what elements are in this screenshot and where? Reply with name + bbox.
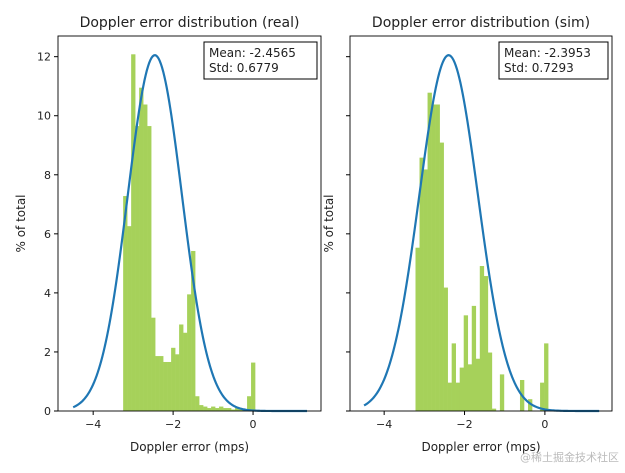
histogram-bar <box>467 364 473 411</box>
histogram-bar <box>123 196 128 411</box>
x-tick-label: −4 <box>376 418 392 431</box>
y-axis-label: % of total <box>14 194 28 252</box>
histogram-bar <box>167 361 172 411</box>
stats-text: Std: 0.6779 <box>209 61 279 75</box>
histogram-bar <box>211 406 216 411</box>
histogram-bar <box>159 356 164 411</box>
histogram-bar <box>143 104 148 411</box>
histogram-bar <box>544 343 549 411</box>
x-tick-label: 0 <box>250 418 257 431</box>
y-tick-label: 8 <box>44 169 51 182</box>
stats-text: Mean: -2.4565 <box>209 46 296 60</box>
histogram-bar <box>251 362 256 411</box>
histogram-bar <box>223 408 228 411</box>
y-tick-label: 12 <box>37 51 51 64</box>
histogram-bar <box>499 374 505 411</box>
histogram-bar <box>171 347 176 411</box>
histogram-bar <box>431 104 436 411</box>
stats-text: Std: 0.7293 <box>504 61 574 75</box>
subplot-sim: −4 −2 0 Doppler error distribution (sim) Dop… <box>322 15 613 454</box>
histogram-bar <box>443 287 448 411</box>
histogram-bar <box>147 126 152 411</box>
histogram-bar <box>151 317 156 411</box>
histogram-bar <box>195 396 200 411</box>
x-tick-label: 0 <box>541 418 548 431</box>
histogram-bar <box>419 157 424 411</box>
histogram-bar <box>483 276 489 411</box>
histogram-bar <box>219 406 224 411</box>
histogram-bar <box>423 169 428 411</box>
y-tick-label: 6 <box>44 228 51 241</box>
stats-box <box>203 41 318 80</box>
y-tick-label: 0 <box>44 405 51 418</box>
histogram-bar <box>471 305 477 411</box>
histogram-bar <box>135 126 140 411</box>
histogram-bar <box>207 408 212 411</box>
histogram-bar <box>415 247 420 411</box>
watermark: @稀土掘金技术社区 <box>520 451 619 464</box>
histogram-bar <box>155 356 160 411</box>
histogram-bar <box>247 396 252 411</box>
x-tick-label: −2 <box>456 418 472 431</box>
x-axis-label: Doppler error (mps) <box>421 440 540 454</box>
axes-frame <box>57 35 322 412</box>
histogram-bar <box>491 408 497 411</box>
histogram-bar <box>203 406 208 411</box>
histogram-bar <box>439 142 444 411</box>
histogram-bar <box>231 409 236 411</box>
x-axis-label: Doppler error (mps) <box>130 440 249 454</box>
histogram-bar <box>191 250 196 411</box>
histogram-bar <box>427 92 432 411</box>
histogram-bar <box>455 382 461 411</box>
y-tick-label: 2 <box>44 346 51 359</box>
y-tick-label: 10 <box>37 110 51 123</box>
histogram-bar <box>183 332 188 411</box>
histogram-bar <box>163 361 168 411</box>
histogram-bar <box>131 54 136 411</box>
stats-box <box>498 41 609 80</box>
histogram-bar <box>187 294 192 411</box>
axes-frame <box>349 35 613 412</box>
histogram-bar <box>179 324 184 411</box>
subplot-real: −4 −2 0 0 2 4 6 8 10 12 Doppler error distribution… <box>14 15 322 454</box>
chart-title: Doppler error distribution (real) <box>80 15 300 31</box>
histogram-bar <box>451 343 456 411</box>
histogram-bar <box>175 354 180 411</box>
histogram-bar <box>540 382 545 411</box>
histogram-bar <box>463 315 469 411</box>
histogram-bar <box>199 405 204 411</box>
x-tick-label: −4 <box>85 418 101 431</box>
histogram-bar <box>227 408 232 411</box>
y-axis-label: % of total <box>322 194 336 252</box>
histogram-bar <box>215 408 220 411</box>
histogram-bar <box>459 367 465 411</box>
histogram-bar <box>479 266 485 411</box>
stats-text: Mean: -2.3953 <box>504 46 591 60</box>
histogram-bar <box>127 226 132 411</box>
histogram-bar <box>239 409 244 411</box>
histogram-bar <box>475 358 481 411</box>
x-tick-label: −2 <box>165 418 181 431</box>
histogram-bar <box>487 352 493 411</box>
histogram-bar <box>235 408 240 411</box>
histogram-bar <box>447 382 452 411</box>
histogram-bar <box>528 399 533 411</box>
chart-title: Doppler error distribution (sim) <box>372 15 590 31</box>
y-tick-label: 4 <box>44 287 51 300</box>
histogram-bar <box>139 87 144 412</box>
histogram-bar <box>435 104 440 411</box>
